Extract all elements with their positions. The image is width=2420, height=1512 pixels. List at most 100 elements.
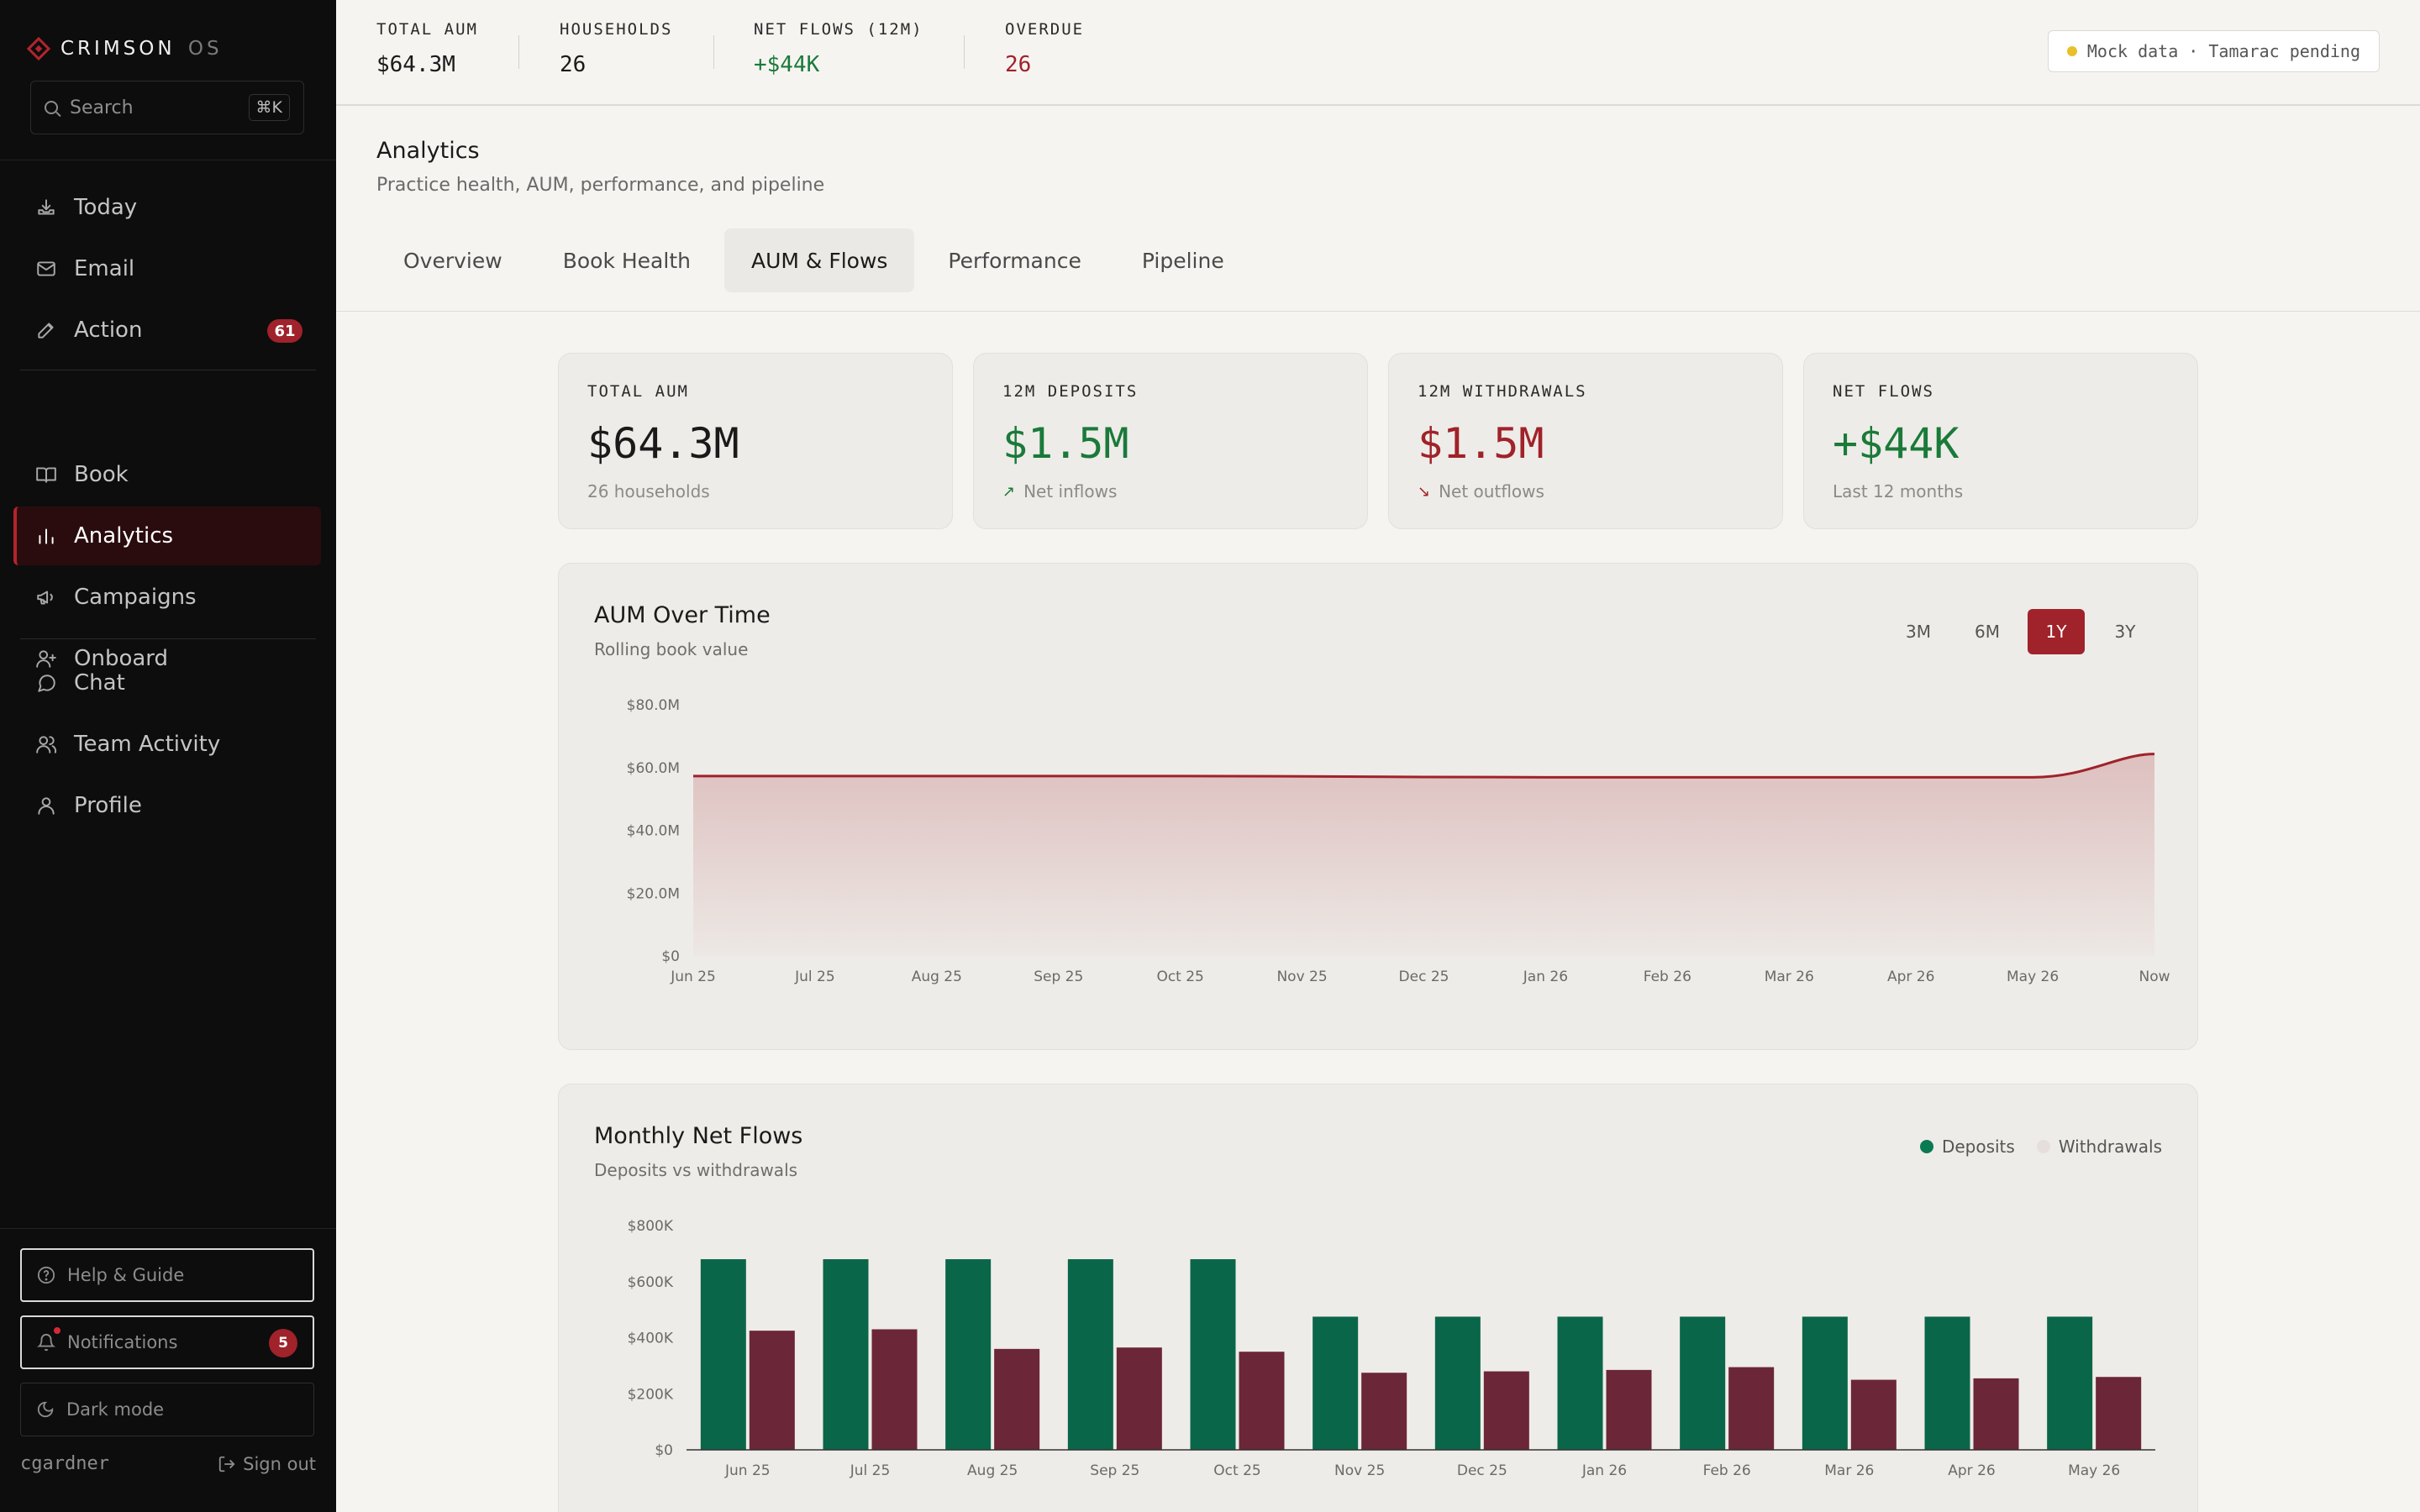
range-6m-button[interactable]: 6M (1975, 622, 2000, 642)
x-tick-label: Jul 25 (794, 969, 835, 985)
tab-overview[interactable]: Overview (403, 248, 502, 273)
help-guide-label: Help & Guide (67, 1265, 185, 1285)
sidebar-item-label: Profile (74, 793, 142, 818)
withdrawal-bar (749, 1331, 795, 1450)
sign-out-icon (218, 1456, 235, 1472)
withdrawal-bar (871, 1329, 918, 1450)
aum-over-time-panel: AUM Over Time Rolling book value 3M 6M 1… (558, 563, 2198, 1050)
sidebar-item-email[interactable]: Email (13, 239, 321, 298)
withdrawal-bar (994, 1348, 1040, 1450)
kpi-subtext: Last 12 months (1833, 481, 1964, 501)
sidebar-item-campaigns[interactable]: Campaigns (13, 568, 321, 627)
notifications-button[interactable]: Notifications 5 (20, 1315, 314, 1369)
y-tick-label: $600K (628, 1274, 674, 1291)
x-tick-label: Jun 25 (724, 1462, 771, 1479)
x-tick-label: Apr 26 (1948, 1462, 1995, 1479)
y-tick-label: $800K (628, 1218, 674, 1235)
search-box[interactable]: Search ⌘K (30, 81, 304, 134)
analytics-tabs: Overview Book Health AUM & Flows Perform… (376, 228, 1258, 292)
monthly-flows-bar-chart: $0 $200K $400K $600K $800K Jun 25 Jul 25 Aug 25… (628, 1218, 2155, 1479)
kpi-value: $64.3M (587, 419, 739, 468)
dark-mode-toggle[interactable]: Dark mode (20, 1383, 314, 1436)
withdrawal-bar (1850, 1379, 1897, 1450)
y-tick-label: $20.0M (627, 885, 680, 902)
sidebar-item-analytics[interactable]: Analytics (13, 507, 321, 565)
deposit-bar (700, 1259, 746, 1450)
status-dot-icon (2066, 46, 2077, 56)
tab-performance[interactable]: Performance (948, 248, 1081, 273)
sidebar-item-label: Action (74, 318, 143, 343)
range-selector: 3M 6M 1Y 3Y (1890, 609, 2154, 654)
mock-data-label: Mock data · Tamarac pending (2086, 41, 2360, 61)
mock-data-badge: Mock data · Tamarac pending (2047, 30, 2380, 72)
y-tick-label: $200K (628, 1386, 674, 1403)
user-row: cgardner Sign out (20, 1453, 316, 1474)
x-tick-label: May 26 (2007, 969, 2059, 985)
sidebar-item-label: Analytics (74, 523, 174, 549)
range-3m-button[interactable]: 3M (1906, 622, 1931, 642)
sign-out-label: Sign out (243, 1453, 316, 1474)
top-stat-value: $64.3M (376, 52, 455, 77)
y-tick-label: $0 (655, 1442, 673, 1459)
kpi-subtext: 26 households (587, 481, 710, 501)
x-tick-label: Dec 25 (1399, 969, 1449, 985)
aum-area-fill (693, 753, 2154, 956)
sidebar-item-today[interactable]: Today (13, 178, 321, 237)
top-stat-label: NET FLOWS (12M) (754, 20, 923, 39)
kpi-label: TOTAL AUM (587, 382, 689, 401)
arrow-down-right-icon: ↘ (1418, 482, 1431, 501)
withdrawal-bar (2096, 1377, 2142, 1450)
count-badge: 61 (267, 319, 302, 343)
notifications-badge: 5 (269, 1329, 297, 1357)
panel-subtitle: Rolling book value (594, 639, 749, 659)
mail-icon (35, 258, 57, 280)
notifications-label: Notifications (67, 1332, 178, 1352)
divider (713, 35, 714, 69)
tab-pipeline[interactable]: Pipeline (1141, 248, 1224, 273)
page-subtitle: Practice health, AUM, performance, and p… (376, 175, 825, 196)
x-tick-label: Sep 25 (1090, 1462, 1139, 1479)
x-tick-label: May 26 (2068, 1462, 2120, 1479)
deposit-bar (1557, 1316, 1603, 1450)
x-tick-label: Oct 25 (1213, 1462, 1260, 1479)
help-circle-icon (37, 1266, 55, 1284)
divider (964, 35, 965, 69)
tab-aum-flows[interactable]: AUM & Flows (723, 228, 915, 292)
x-tick-label: Sep 25 (1034, 969, 1083, 985)
inbox-tray-icon (35, 197, 57, 218)
top-stat-label: OVERDUE (1005, 20, 1085, 39)
range-3y-button[interactable]: 3Y (2114, 622, 2136, 642)
help-guide-button[interactable]: Help & Guide (20, 1248, 314, 1302)
sidebar-item-onboard[interactable]: Onboard (13, 629, 321, 688)
withdrawal-bar (1361, 1373, 1407, 1450)
brand[interactable]: CRIMSON OS (26, 34, 223, 64)
sidebar-item-action[interactable]: Action 61 (13, 301, 321, 360)
sidebar-item-label: Campaigns (74, 585, 197, 610)
top-stat-overdue: OVERDUE 26 (1005, 20, 1084, 77)
divider (0, 1228, 336, 1229)
range-1y-button[interactable]: 1Y (2028, 609, 2085, 654)
sidebar-item-label: Email (74, 256, 135, 281)
sidebar-item-label: Team Activity (74, 732, 221, 757)
top-stats-bar: TOTAL AUM $64.3M HOUSEHOLDS 26 NET FLOWS… (336, 0, 2420, 106)
kpi-card-total-aum: TOTAL AUM $64.3M 26 households (558, 353, 953, 529)
divider (20, 638, 316, 639)
tab-book-health[interactable]: Book Health (562, 248, 691, 273)
search-placeholder: Search (70, 97, 134, 118)
kpi-value: $1.5M (1418, 419, 1544, 468)
legend-item-deposits: Deposits (1919, 1137, 2015, 1157)
sidebar: CRIMSON OS Search ⌘K Today Email Action 61 B… (0, 0, 336, 1512)
deposit-bar (823, 1259, 869, 1450)
sidebar-item-label: Today (74, 195, 138, 220)
sidebar-item-book[interactable]: Book (13, 445, 321, 504)
x-tick-label: Mar 26 (1765, 969, 1814, 985)
deposit-bar (1190, 1259, 1236, 1450)
panel-title: AUM Over Time (594, 602, 771, 628)
sidebar-item-chat[interactable]: Chat (13, 654, 321, 712)
sidebar-item-team-activity[interactable]: Team Activity (13, 715, 321, 774)
legend-label: Deposits (1941, 1137, 2015, 1157)
sign-out-button[interactable]: Sign out (218, 1454, 316, 1474)
top-stat-label: HOUSEHOLDS (560, 20, 673, 39)
search-icon (45, 101, 58, 114)
sidebar-item-profile[interactable]: Profile (13, 776, 321, 835)
